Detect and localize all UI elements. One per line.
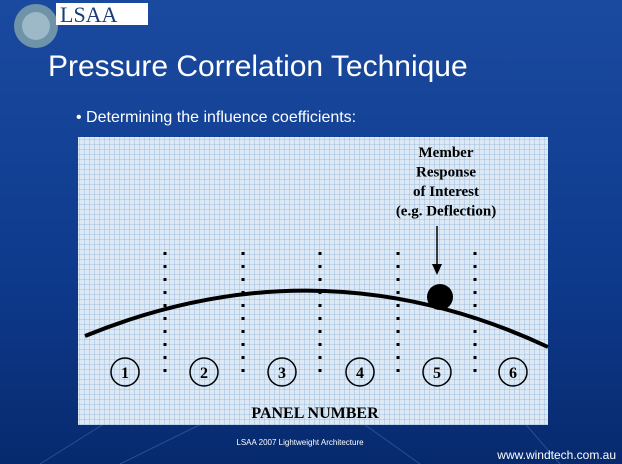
panel-circle: [189, 357, 219, 387]
annotation: Member Response of Interest (e.g. Deflectio…: [396, 145, 496, 220]
member-curve: [84, 288, 549, 349]
panel-number: 1: [121, 365, 129, 382]
logo-text: LSAA: [60, 2, 118, 27]
logo: LSAA: [14, 2, 148, 48]
panel-number: 4: [356, 365, 364, 382]
footer-center: LSAA 2007 Lightweight Architecture: [236, 438, 364, 447]
panel-number: 6: [509, 365, 517, 382]
panel-circle: [498, 357, 528, 387]
response-point: [427, 284, 453, 310]
panel-number: 5: [433, 365, 441, 382]
background-lines: [39, 359, 561, 464]
bullet: • Determining the influence coefficients…: [76, 109, 356, 126]
annotation-line: Response: [416, 165, 476, 181]
panel-number: 2: [200, 365, 208, 382]
arrow-head: [432, 264, 442, 275]
annotation-line: Member: [419, 145, 474, 161]
diagram-panel: [78, 137, 548, 425]
annotation-line: (e.g. Deflection): [396, 204, 496, 220]
panel-number: 3: [278, 365, 286, 382]
axis-label: PANEL NUMBER: [251, 405, 379, 422]
footer-right: www.windtech.com.au: [496, 448, 616, 462]
panel-labels: 1 2 3 4 5 6: [110, 357, 528, 387]
annotation-line: of Interest: [413, 184, 479, 200]
title: Pressure Correlation Technique: [48, 50, 468, 83]
panel-circle: [422, 357, 452, 387]
panel-circle: [110, 357, 140, 387]
panel-circle: [267, 357, 297, 387]
panel-circle: [345, 357, 375, 387]
